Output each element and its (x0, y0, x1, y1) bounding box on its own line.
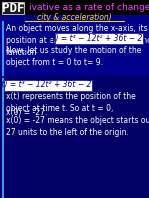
FancyBboxPatch shape (3, 80, 91, 90)
Text: PDF: PDF (2, 2, 24, 14)
Text: Now, let us study the motion of the
object from t = 0 to t= 9.: Now, let us study the motion of the obje… (6, 46, 141, 67)
Text: x(0) = -27 means the object starts out
27 units to the left of the origin.: x(0) = -27 means the object starts out 2… (6, 116, 149, 137)
Text: An object moves along the x-axis, its
position at each time t is given by the
fu: An object moves along the x-axis, its po… (6, 24, 149, 57)
Text: city & acceleration): city & acceleration) (37, 13, 111, 23)
Text: ivative as a rate of change: ivative as a rate of change (29, 3, 149, 12)
Bar (2, 78, 4, 198)
FancyBboxPatch shape (55, 32, 142, 44)
FancyBboxPatch shape (0, 76, 149, 198)
FancyBboxPatch shape (2, 2, 24, 14)
Text: x(t) represents the position of the
object at time t. So at t = 0,: x(t) represents the position of the obje… (6, 92, 136, 113)
Text: x(0) = -27.: x(0) = -27. (6, 108, 47, 117)
FancyBboxPatch shape (0, 0, 149, 15)
Bar (2, 21, 4, 76)
Text: x(t) = t³ − 12t² + 36t − 27.: x(t) = t³ − 12t² + 36t − 27. (46, 33, 149, 43)
Text: x(t) = t³ − 12t² + 36t − 27.: x(t) = t³ − 12t² + 36t − 27. (0, 81, 99, 89)
